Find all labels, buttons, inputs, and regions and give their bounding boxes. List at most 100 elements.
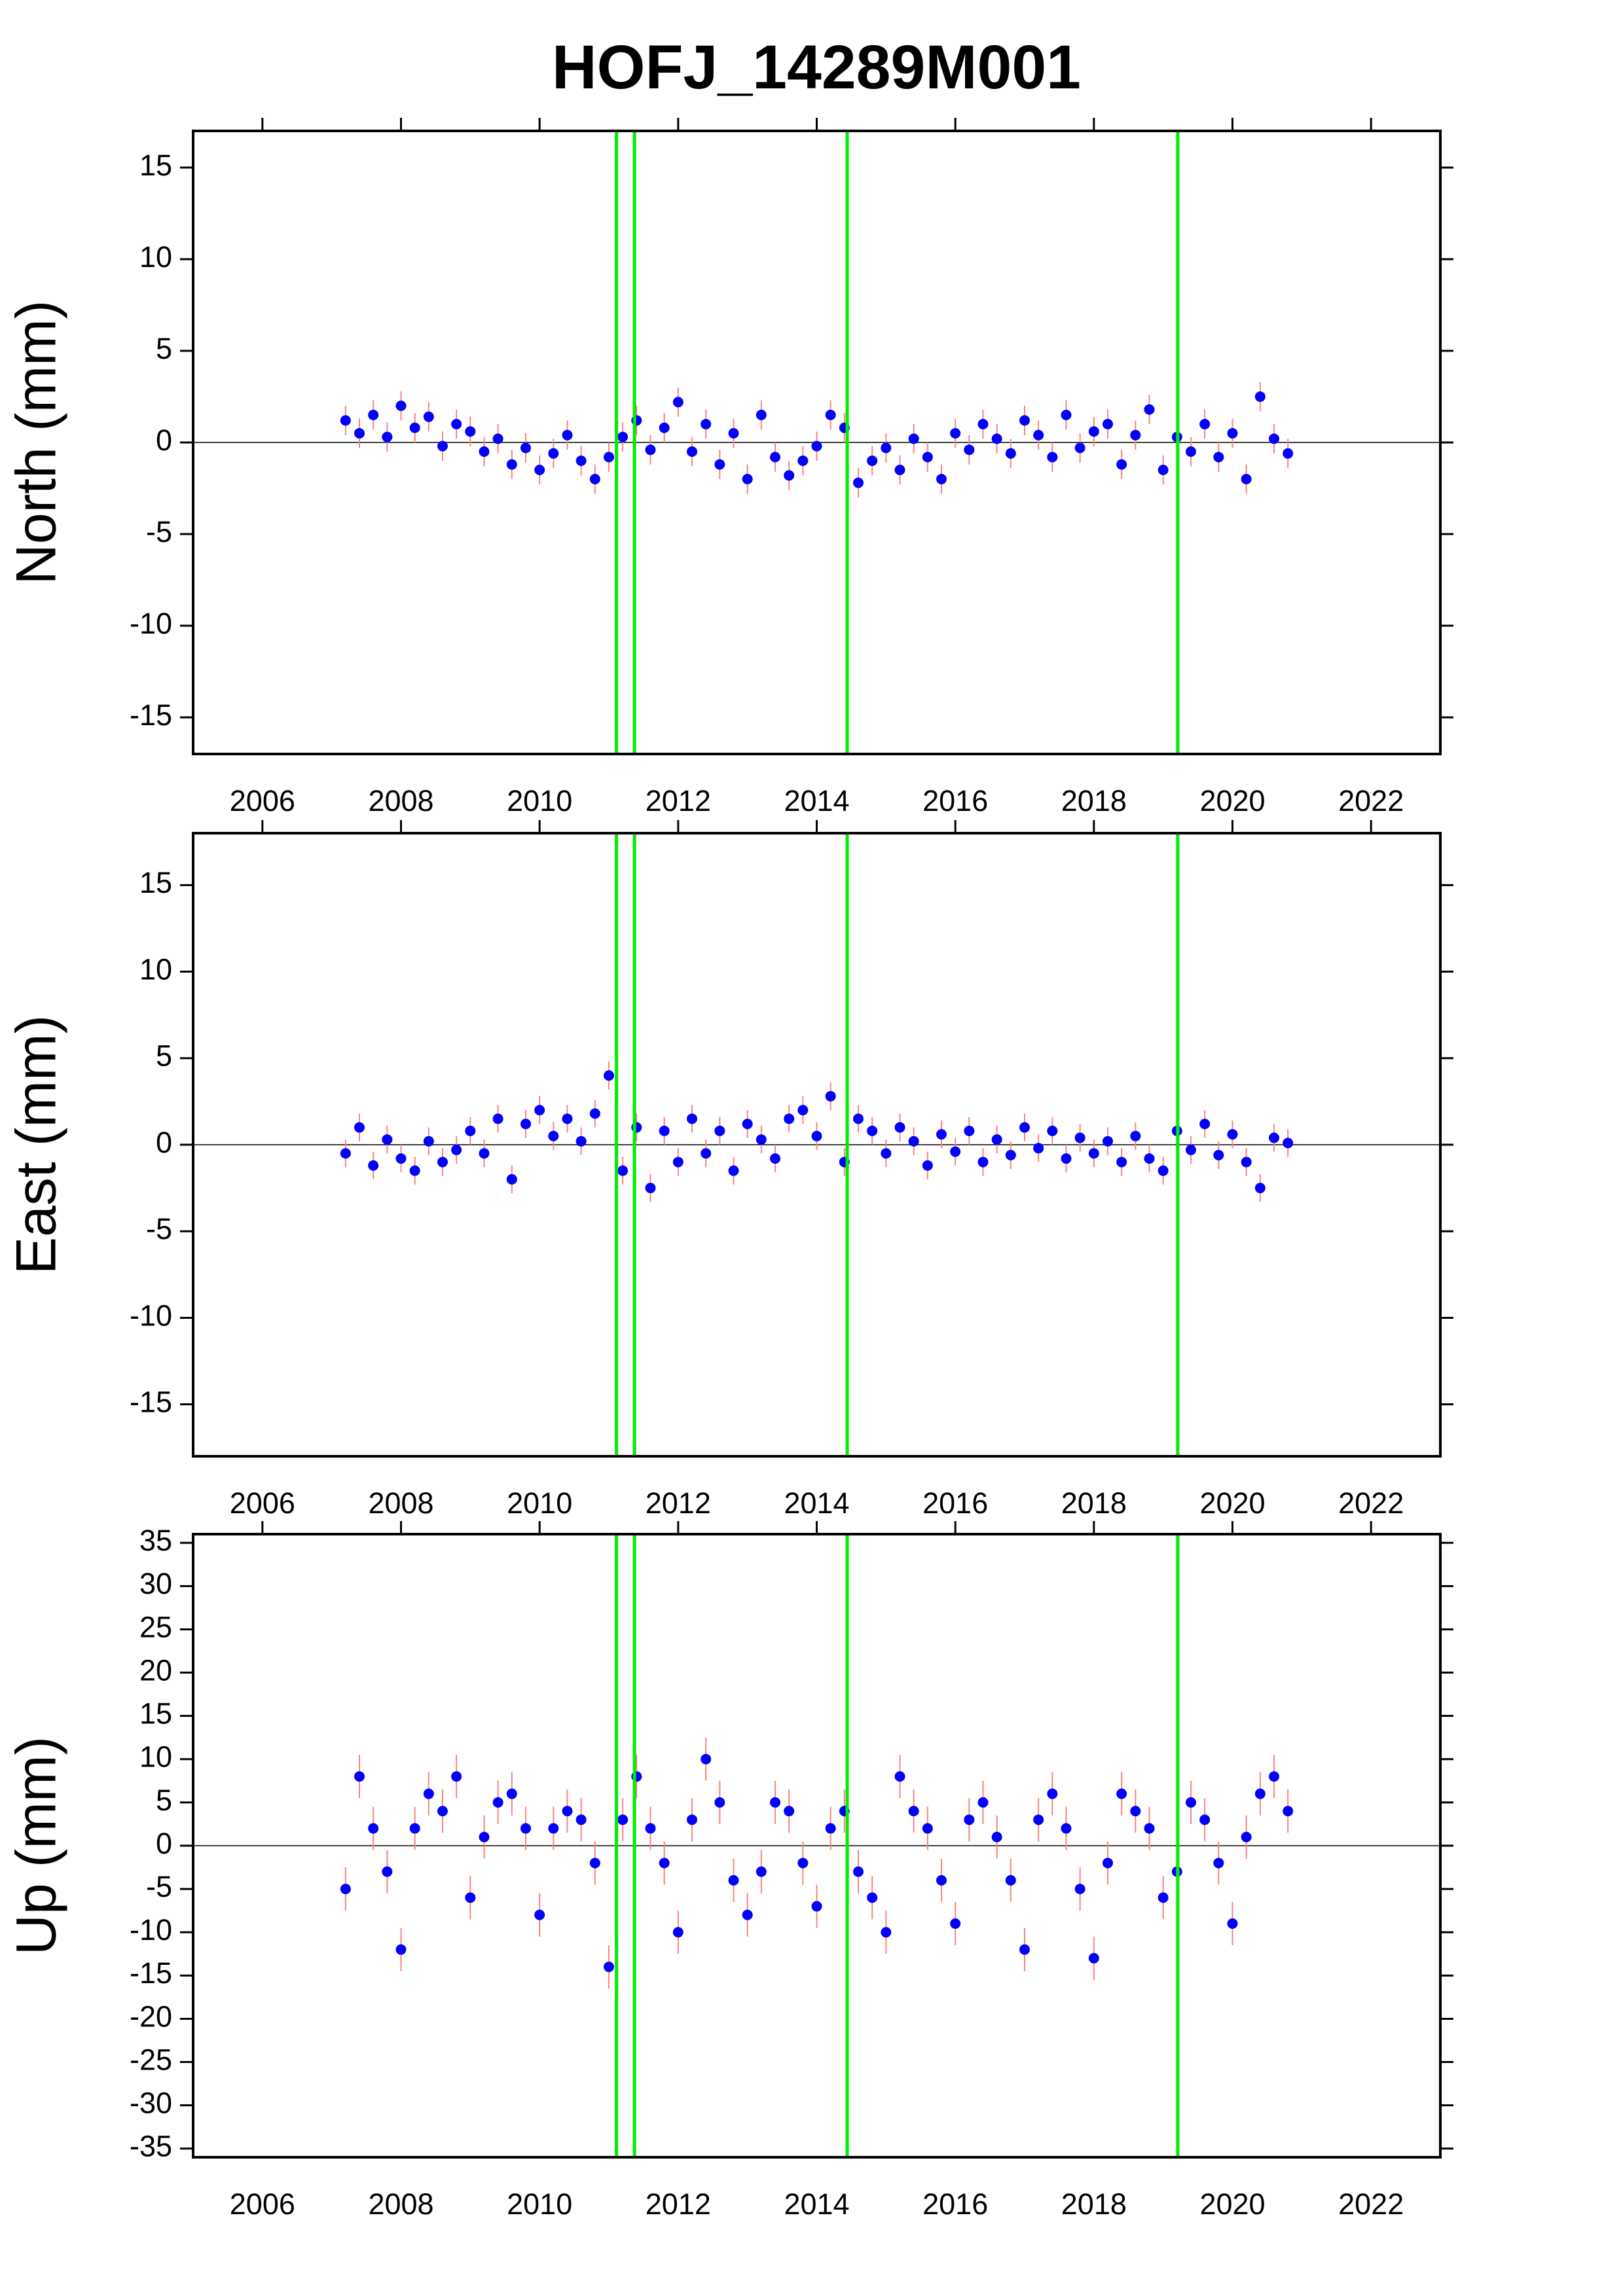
- point: [1103, 1136, 1113, 1147]
- point: [853, 477, 864, 488]
- y-tick-label: -5: [146, 515, 172, 548]
- y-tick-label: -20: [130, 2000, 172, 2033]
- point: [479, 1148, 490, 1159]
- point: [922, 1823, 933, 1834]
- y-tick-label: -10: [130, 1299, 172, 1332]
- point: [534, 1909, 545, 1920]
- point: [604, 1962, 614, 1973]
- point: [479, 446, 490, 457]
- point: [742, 1909, 753, 1920]
- x-tick-label: 2022: [1338, 2187, 1404, 2221]
- point: [922, 452, 933, 463]
- point: [1283, 1806, 1294, 1817]
- point: [728, 1165, 739, 1176]
- point: [354, 1122, 365, 1133]
- point: [1144, 1823, 1155, 1834]
- point: [1019, 1944, 1030, 1955]
- point: [548, 1823, 559, 1834]
- point: [881, 442, 892, 454]
- point: [922, 1160, 933, 1171]
- x-tick-label: 2010: [507, 784, 572, 817]
- point: [1116, 1788, 1127, 1799]
- chart-title: HOFJ_14289M001: [552, 33, 1081, 102]
- point: [645, 1823, 656, 1834]
- point: [950, 428, 961, 439]
- x-tick-label: 2010: [507, 1486, 572, 1520]
- point: [950, 1146, 961, 1157]
- y-axis-label: North (mm): [5, 300, 68, 585]
- point: [451, 419, 462, 429]
- y-tick-label: 15: [139, 149, 172, 182]
- point: [1088, 426, 1099, 437]
- point: [770, 1797, 780, 1808]
- y-tick-label: 10: [139, 1740, 172, 1774]
- point: [659, 1857, 670, 1869]
- x-tick-label: 2012: [646, 1486, 711, 1520]
- y-tick-label: -35: [130, 2130, 172, 2163]
- point: [575, 1814, 587, 1825]
- point: [340, 1148, 351, 1159]
- point: [825, 1090, 836, 1102]
- point: [770, 1153, 780, 1164]
- point: [687, 1814, 697, 1825]
- point: [617, 431, 629, 442]
- point: [908, 1806, 919, 1817]
- point: [742, 1119, 753, 1130]
- point: [534, 1105, 545, 1116]
- x-tick-label: 2020: [1199, 784, 1265, 817]
- point: [479, 1831, 490, 1842]
- point: [672, 1927, 684, 1938]
- point: [423, 411, 434, 422]
- point: [811, 1901, 822, 1912]
- x-tick-label: 2006: [230, 1486, 295, 1520]
- point: [409, 1165, 420, 1176]
- point: [1033, 429, 1044, 440]
- point: [1047, 1788, 1058, 1799]
- y-axis-label: Up (mm): [5, 1736, 68, 1955]
- point: [1186, 1797, 1196, 1808]
- point: [1283, 1138, 1294, 1149]
- plot-area: [193, 833, 1440, 1456]
- x-tick-label: 2016: [922, 2187, 988, 2221]
- point: [1130, 429, 1141, 440]
- x-tick-label: 2016: [922, 1486, 988, 1520]
- y-tick-label: 0: [156, 1126, 172, 1159]
- point: [589, 474, 600, 484]
- point: [1005, 1874, 1016, 1886]
- point: [1241, 474, 1252, 484]
- point: [867, 1125, 878, 1136]
- point: [395, 401, 407, 411]
- point: [964, 1125, 975, 1136]
- point: [811, 440, 822, 452]
- point: [1103, 1857, 1113, 1869]
- point: [520, 1119, 531, 1130]
- point: [1269, 433, 1279, 444]
- point: [1158, 465, 1169, 475]
- point: [575, 456, 587, 466]
- point: [492, 1113, 503, 1124]
- point: [548, 448, 559, 459]
- x-tick-label: 2006: [230, 784, 295, 817]
- point: [936, 474, 947, 484]
- point: [645, 1183, 656, 1194]
- x-tick-label: 2008: [368, 2187, 433, 2221]
- point: [811, 1130, 822, 1141]
- y-tick-label: 15: [139, 866, 172, 899]
- y-tick-label: -15: [130, 698, 172, 732]
- point: [1213, 1149, 1224, 1160]
- x-tick-label: 2008: [368, 1486, 433, 1520]
- y-tick-label: -5: [146, 1212, 172, 1246]
- point: [659, 1125, 670, 1136]
- point: [354, 428, 365, 439]
- point: [728, 1874, 739, 1886]
- point: [1227, 1918, 1238, 1929]
- point: [1088, 1148, 1099, 1159]
- point: [395, 1153, 407, 1164]
- x-tick-label: 2018: [1061, 2187, 1127, 2221]
- point: [950, 1918, 961, 1929]
- point: [797, 1105, 809, 1116]
- point: [1254, 391, 1266, 402]
- y-tick-label: 5: [156, 332, 172, 365]
- point: [894, 1771, 905, 1782]
- point: [354, 1771, 365, 1782]
